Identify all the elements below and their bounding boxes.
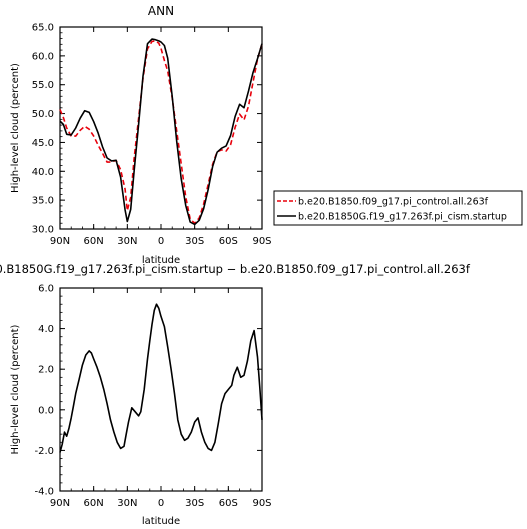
chart1-ytick-label: 35.0 — [32, 196, 54, 207]
chart2-series-1-line — [59, 303, 263, 453]
chart1-xlabel: latitude — [142, 255, 180, 266]
chart2-xtick-label: 0 — [158, 498, 164, 509]
chart1-legend-label: b.e20.B1850.f09_g17.pi_control.all.263f — [298, 197, 489, 208]
chart1-series-2-line — [59, 38, 263, 226]
chart1-title: ANN — [148, 4, 174, 18]
chart1-ytick-label: 50.0 — [32, 109, 54, 120]
chart2-title: b.e20.B1850G.f19_g17.263f.pi_cism.startu… — [0, 262, 471, 276]
chart2-ytick-label: 4.0 — [38, 324, 54, 335]
chart1-xtick-label: 0 — [158, 236, 164, 247]
chart2-xtick-label: 60S — [219, 498, 238, 509]
chart1-ylabel: High-level cloud (percent) — [10, 63, 21, 193]
chart2-xtick-label: 90S — [252, 498, 271, 509]
chart2-xtick-label: 30N — [117, 498, 137, 509]
chart1-ytick-label: 65.0 — [32, 23, 54, 34]
chart2-ytick-label: 0.0 — [38, 405, 54, 416]
chart1-xtick-label: 60S — [219, 236, 238, 247]
chart1-ytick-label: 55.0 — [32, 80, 54, 91]
chart1-xtick-label: 90N — [50, 236, 70, 247]
chart1-ytick-label: 60.0 — [32, 51, 54, 62]
chart1-series-1-line — [59, 40, 263, 224]
chart1-ytick-label: 45.0 — [32, 138, 54, 149]
chart2-xtick-label: 30S — [185, 498, 204, 509]
chart2-ylabel: High-level cloud (percent) — [10, 324, 21, 454]
chart1-xtick-label: 30S — [185, 236, 204, 247]
chart1-legend-label: b.e20.B1850G.f19_g17.263f.pi_cism.startu… — [298, 212, 507, 223]
chart2-xlabel: latitude — [142, 516, 180, 527]
chart1-ytick-label: 40.0 — [32, 167, 54, 178]
chart1-xtick-label: 90S — [252, 236, 271, 247]
chart2-ytick-label: -2.0 — [34, 446, 54, 457]
chart2-ytick-label: 6.0 — [38, 284, 54, 295]
chart2-ytick-label: 2.0 — [38, 365, 54, 376]
chart2-xtick-label: 90N — [50, 498, 70, 509]
chart1-legend-box — [273, 190, 523, 226]
chart1-ytick-label: 30.0 — [32, 225, 54, 236]
chart2-xtick-label: 60N — [84, 498, 104, 509]
chart2-ytick-label: -4.0 — [34, 487, 54, 498]
chart1-xtick-label: 30N — [117, 236, 137, 247]
chart1-xtick-label: 60N — [84, 236, 104, 247]
